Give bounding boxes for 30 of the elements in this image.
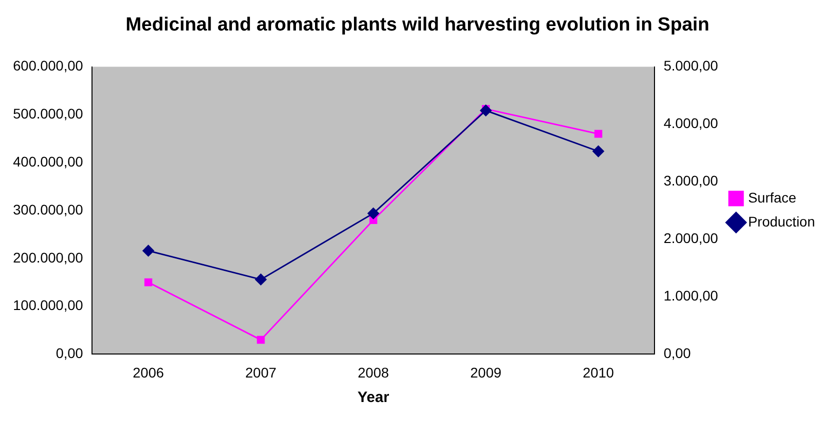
point [144, 278, 152, 286]
point [255, 274, 267, 286]
y-tick-label: 200.000,00 [12, 249, 84, 266]
x-tick-label: 2010 [582, 364, 614, 380]
legend-label: Production [748, 213, 816, 230]
y2-tick-label: 2.000,00 [664, 230, 718, 246]
y2-tick-label: 4.000,00 [664, 115, 718, 132]
point [594, 130, 602, 138]
point [480, 104, 492, 116]
y2-tick-label: 5.000,00 [664, 58, 718, 74]
y-tick-label: 0,00 [56, 345, 84, 362]
x-tick-label: 2008 [358, 364, 390, 380]
x-tick-label: 2009 [470, 364, 502, 380]
point [592, 146, 604, 158]
y-tick-label: 300.000,00 [12, 201, 84, 218]
point [142, 244, 154, 256]
y-tick-label: 400.000,00 [12, 153, 84, 170]
y-tick-label: 100.000,00 [12, 297, 84, 314]
y2-tick-label: 1.000,00 [664, 288, 718, 304]
x-tick-label: 2007 [245, 364, 277, 380]
y-tick-label: 500.000,00 [12, 106, 84, 122]
y2-tick-label: 0,00 [664, 345, 692, 362]
x-axis-title: Year [357, 389, 390, 406]
x-tick-label: 2006 [132, 364, 164, 380]
chart-title: Medicinal and aromatic plants wild harvesting evolution in Spain [126, 14, 710, 36]
point [368, 208, 380, 220]
legend-label: Surface [748, 189, 797, 206]
y-tick-label: 600.000,00 [12, 58, 84, 74]
point [256, 336, 265, 344]
y2-tick-label: 3.000,00 [664, 172, 718, 189]
